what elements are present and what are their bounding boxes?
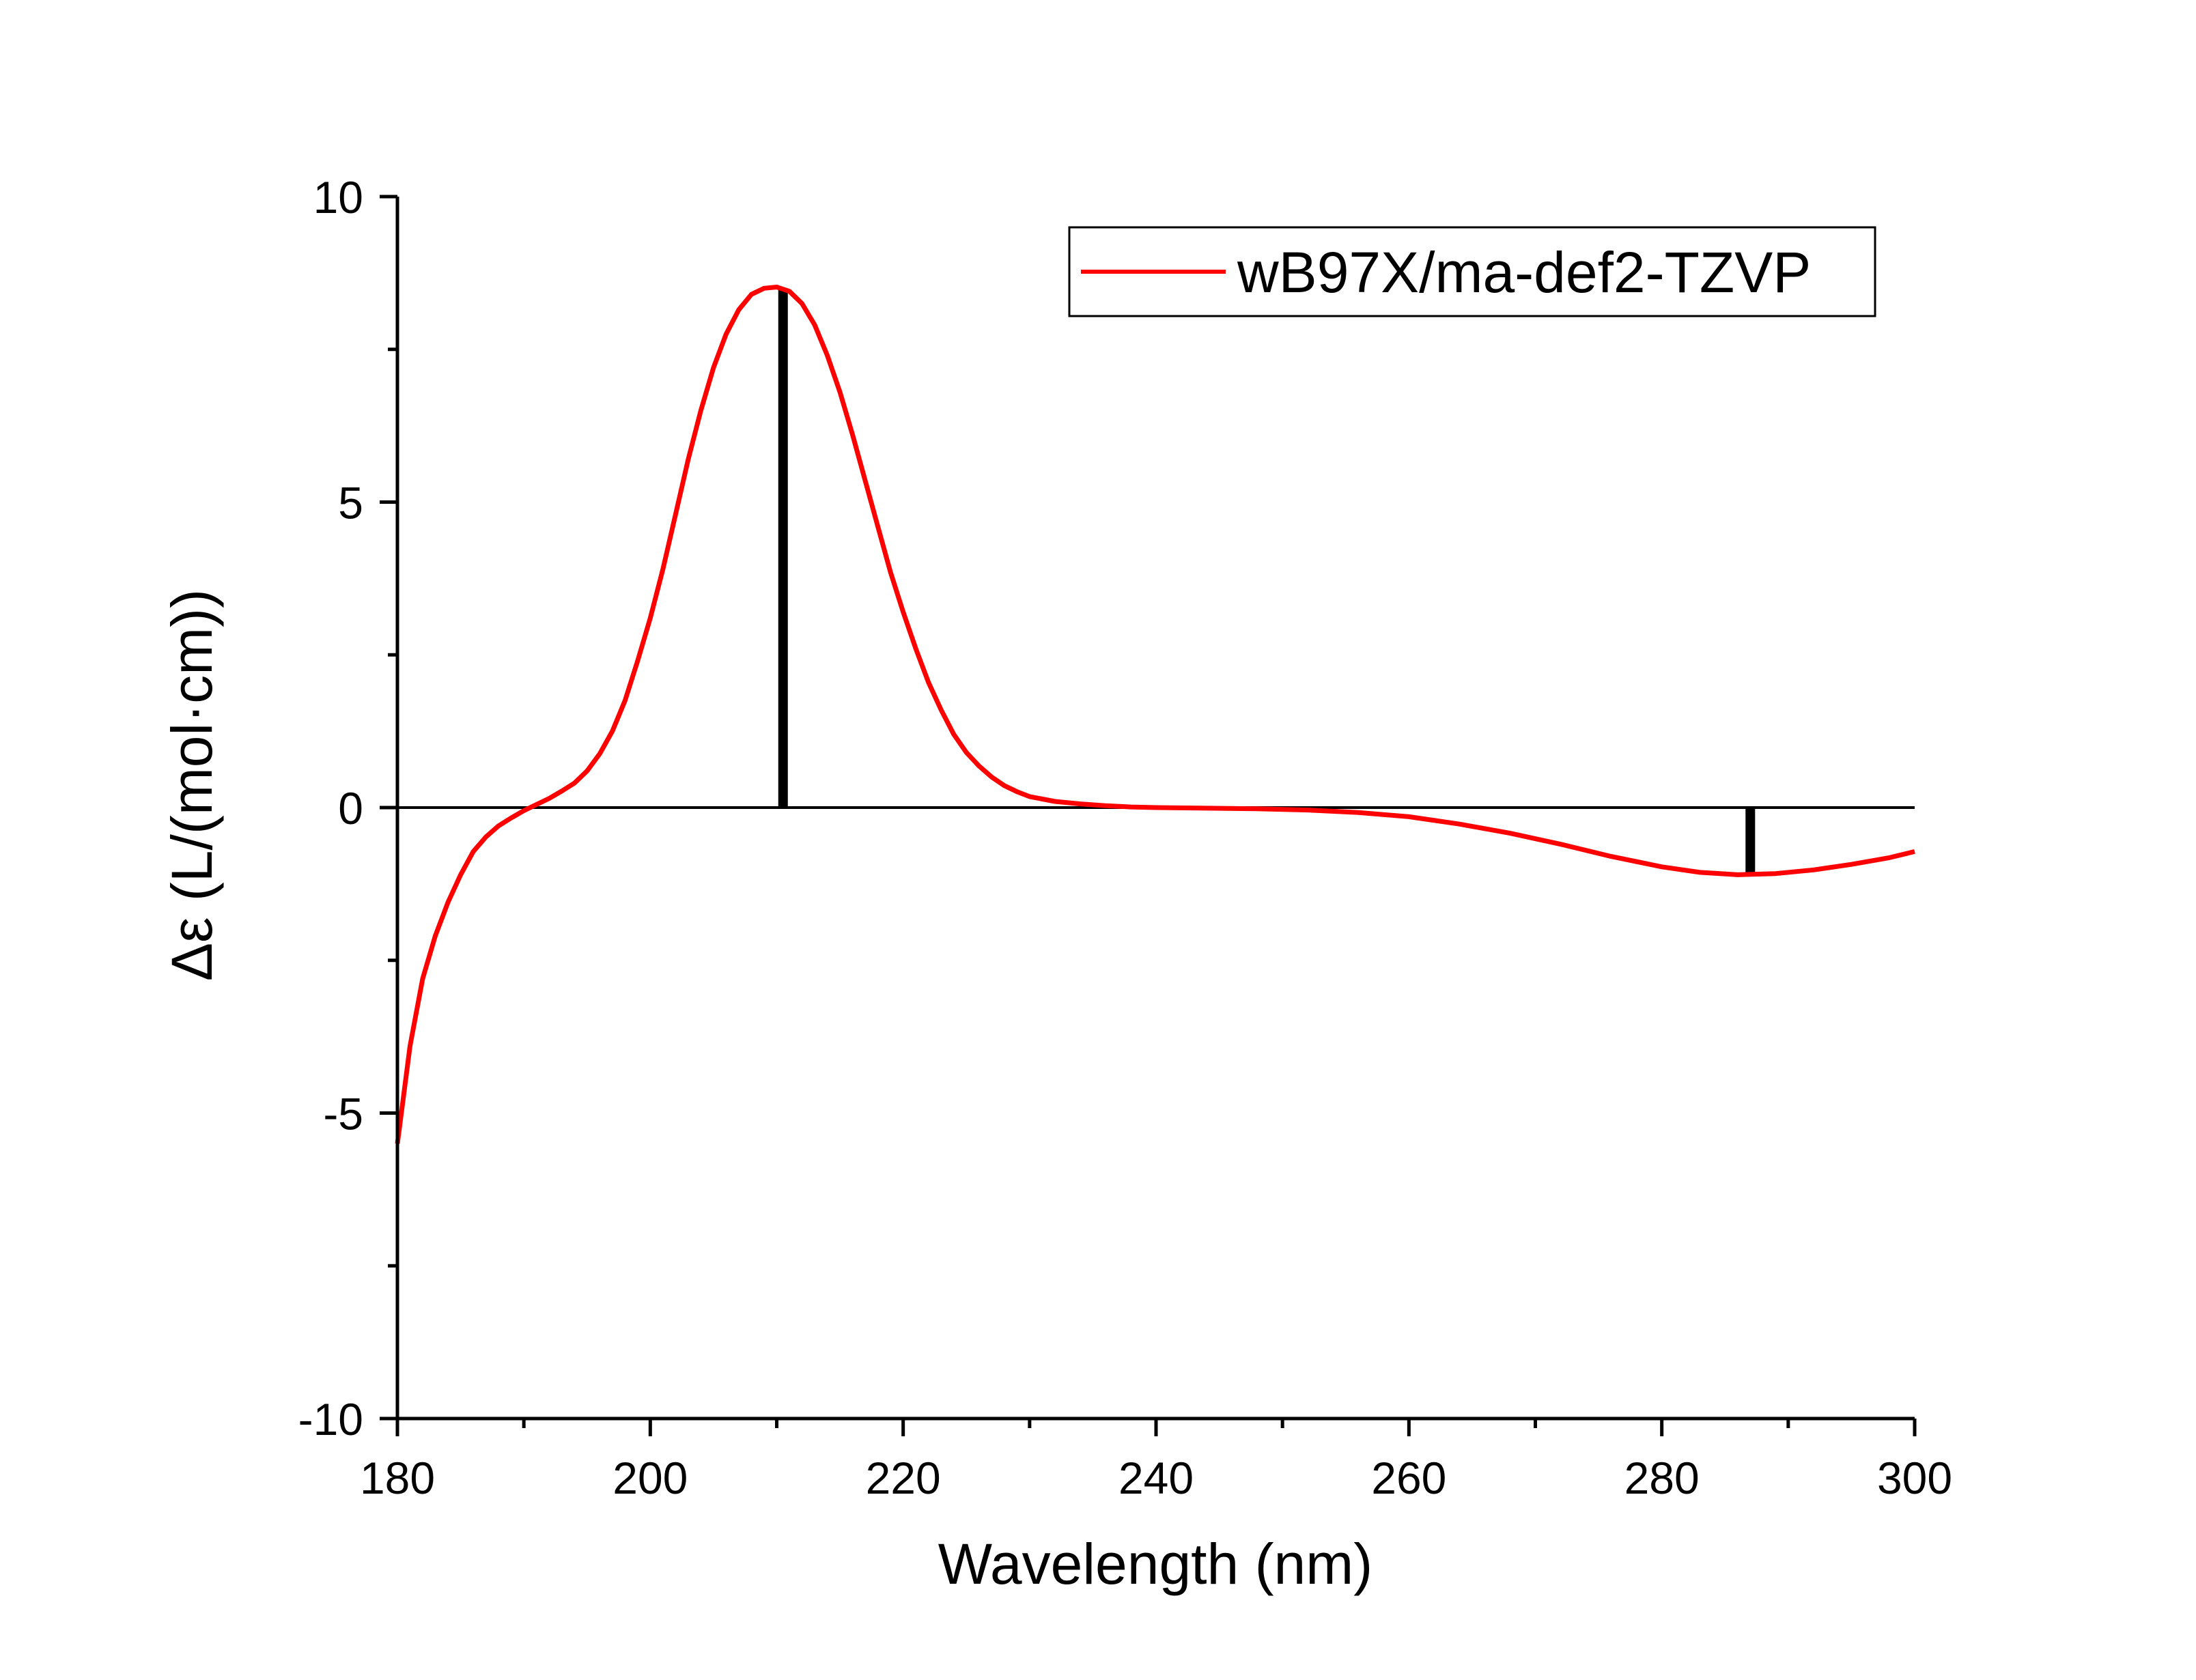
y-axis-title: Δε (L/(mol·cm)) <box>160 589 224 981</box>
series-group <box>395 285 1915 1144</box>
legend: wB97X/ma-def2-TZVP <box>1068 226 1876 317</box>
x-tick-label: 260 <box>1371 1453 1446 1503</box>
x-tick-label: 200 <box>613 1453 688 1503</box>
y-tick-label: 5 <box>338 478 363 528</box>
legend-label: wB97X/ma-def2-TZVP <box>1237 240 1811 304</box>
x-tick-label: 220 <box>866 1453 941 1503</box>
stick-transitions <box>778 288 1756 875</box>
y-tick-label: 10 <box>313 172 363 223</box>
series-line-0 <box>395 285 1915 1144</box>
y-tick-label: -5 <box>323 1089 363 1139</box>
x-tick-label: 280 <box>1624 1453 1700 1503</box>
x-tick-label: 300 <box>1877 1453 1952 1503</box>
x-axis-ticks: 180 200 220 240 260 280 300 <box>360 1419 1952 1503</box>
y-axis-ticks: -10 -5 0 5 10 <box>298 172 397 1444</box>
x-tick-label: 180 <box>360 1453 435 1503</box>
x-axis-title: Wavelength (nm) <box>938 1532 1372 1596</box>
x-tick-label: 240 <box>1118 1453 1194 1503</box>
y-tick-label: 0 <box>338 783 363 834</box>
y-tick-label: -10 <box>298 1394 363 1444</box>
